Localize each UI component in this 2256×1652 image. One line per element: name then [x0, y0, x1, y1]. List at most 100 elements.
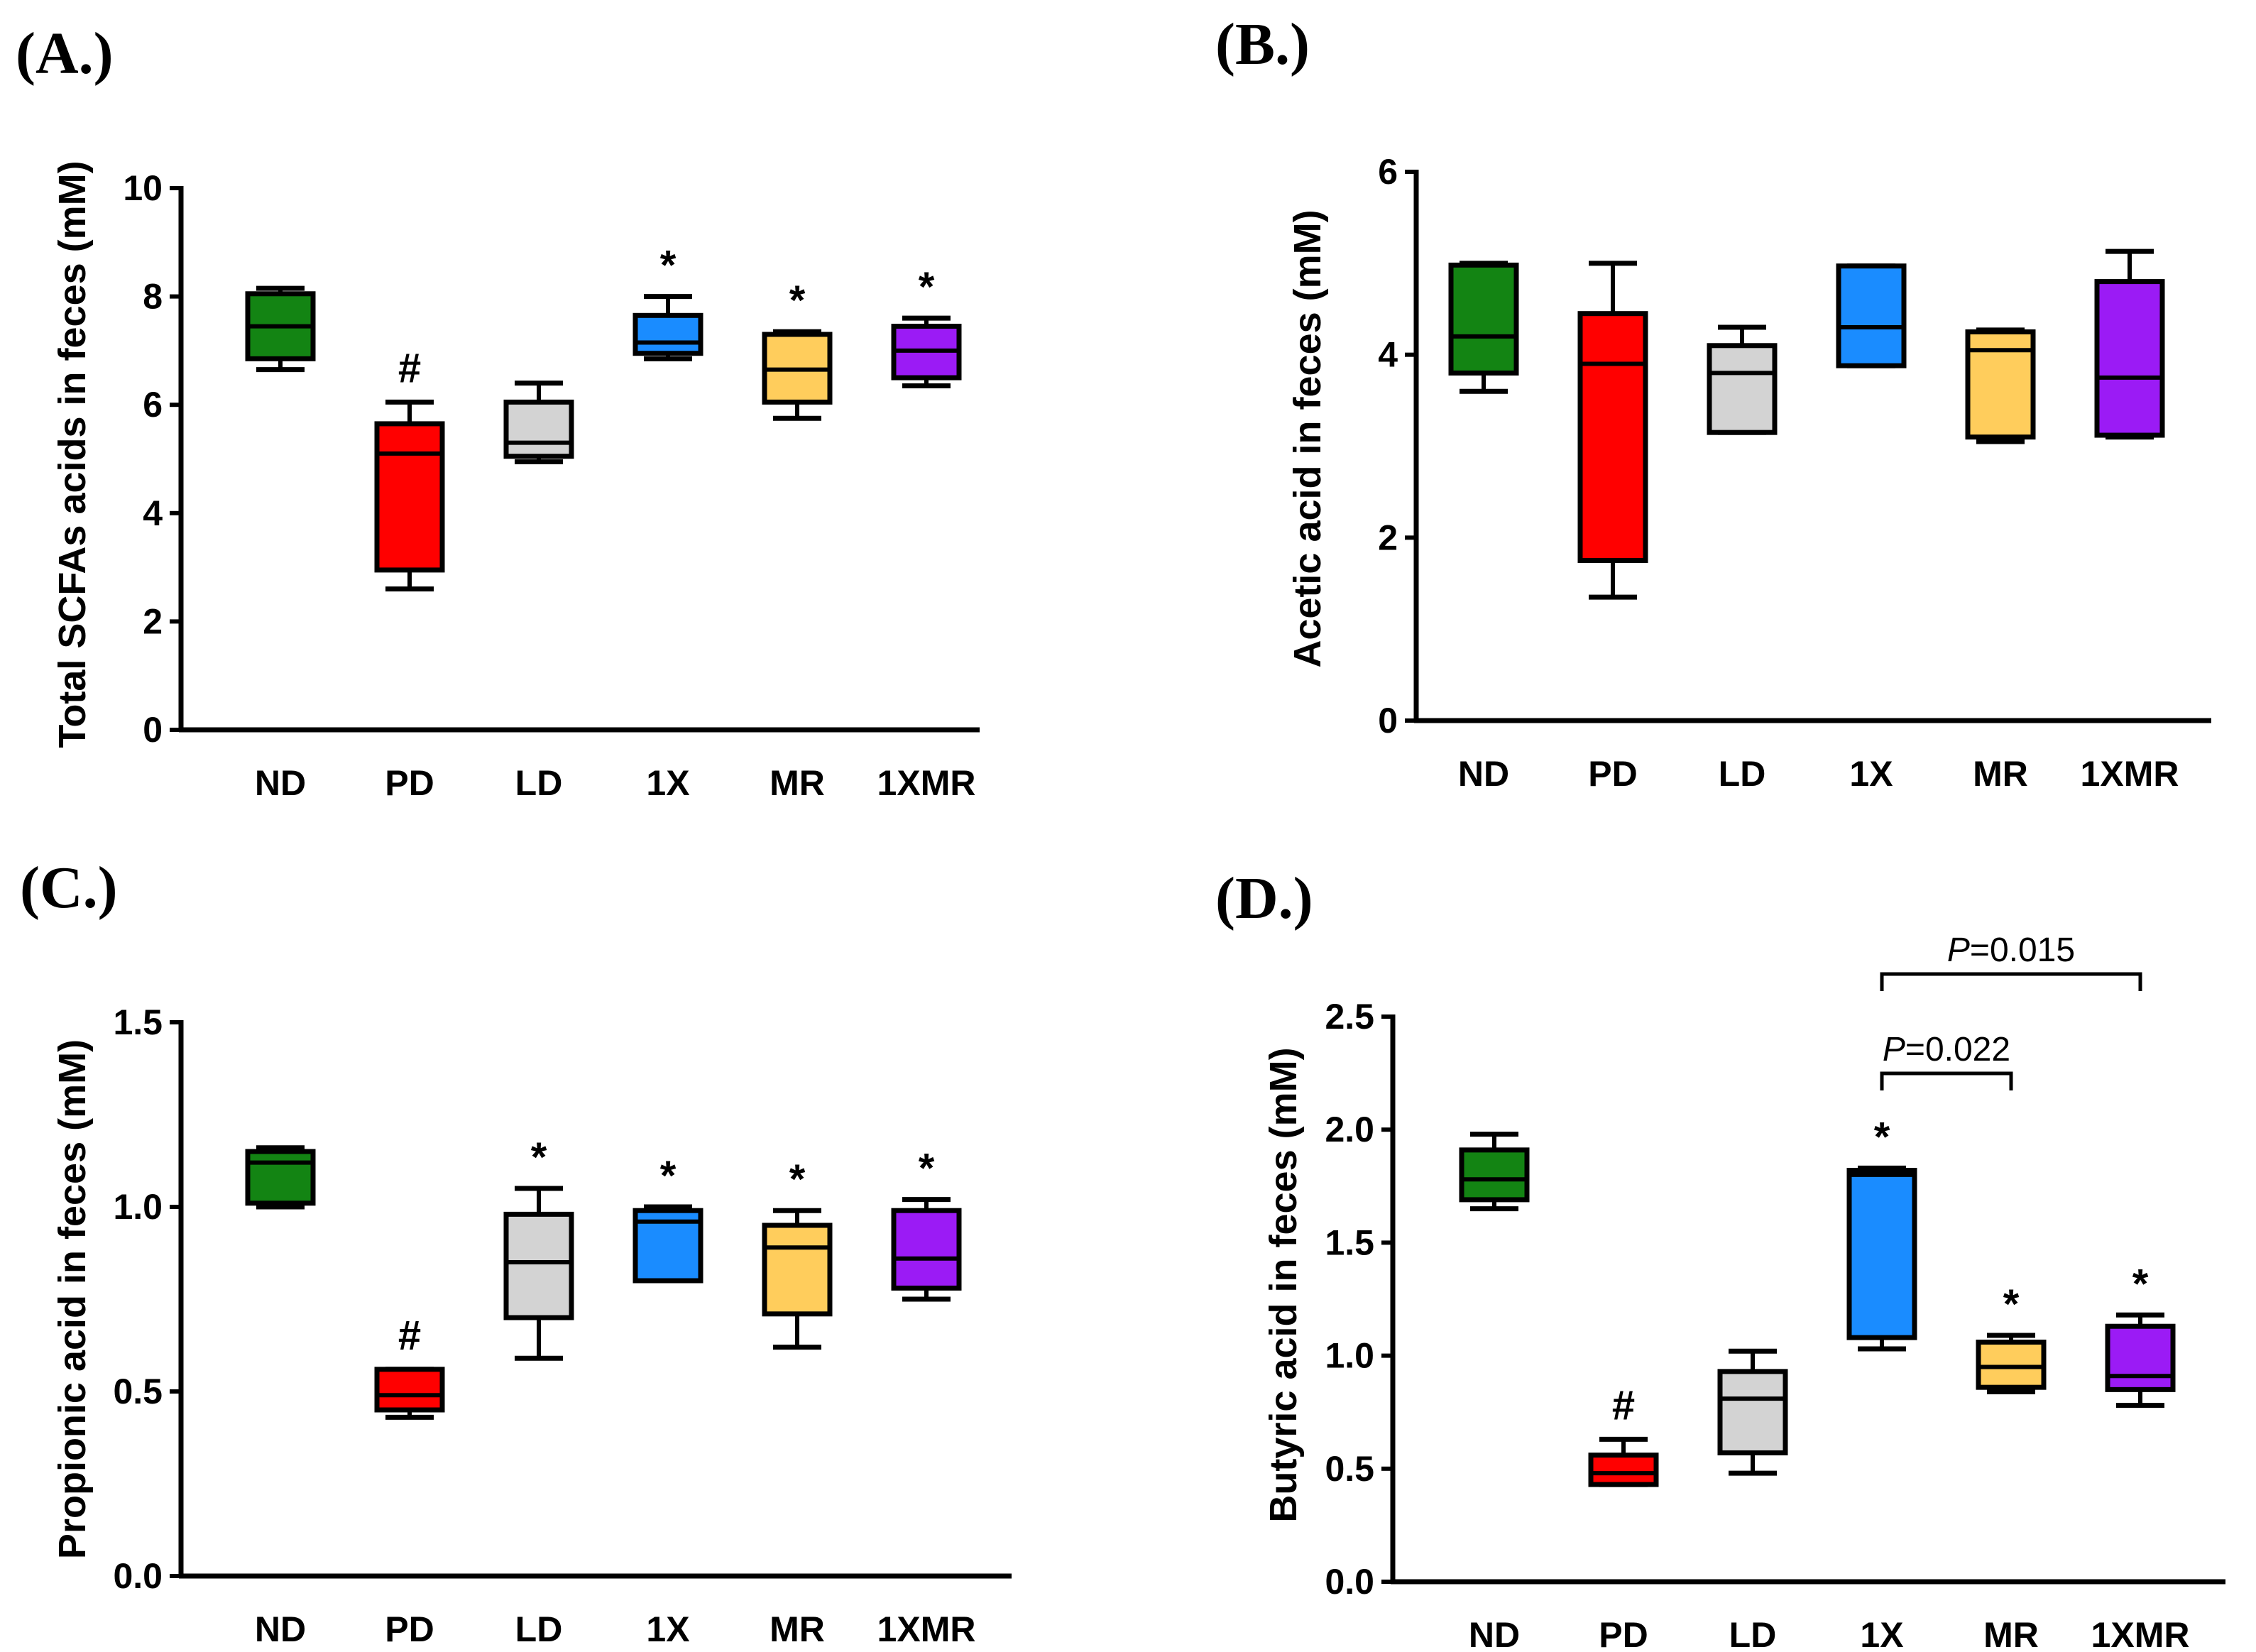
iqr-box [1577, 311, 1648, 564]
iqr-box [1448, 262, 1519, 376]
y-tick-label-b: 4 [1378, 335, 1398, 375]
significance-star: * [919, 1146, 935, 1192]
x-tick-label-a: 1X [646, 763, 689, 803]
boxes-a: # * * * [245, 243, 962, 592]
x-axis-labels-c: ND PD LD 1X MR 1XMR [255, 1609, 976, 1649]
p-value-label: P=0.022 [1883, 1031, 2010, 1068]
box-b-ld [1707, 324, 1778, 435]
box-c-1xmr: * [891, 1146, 962, 1302]
y-tick-label-c: 1.5 [113, 1002, 163, 1042]
y-tick-label-a: 8 [143, 277, 163, 317]
significance-star: * [1874, 1114, 1890, 1160]
significance-star: * [660, 243, 677, 289]
y-tick-label-d: 1.5 [1325, 1222, 1374, 1262]
x-tick-label-c: MR [770, 1609, 825, 1649]
comparison-bracket: P=0.015 [1880, 931, 2142, 991]
box-d-ld [1717, 1348, 1788, 1476]
y-tick-label-b: 2 [1378, 518, 1398, 557]
iqr-box [374, 1367, 445, 1413]
box-d-1x: * [1846, 1114, 1917, 1352]
significance-star: * [531, 1134, 547, 1181]
box-d-nd [1459, 1132, 1530, 1212]
x-tick-label-b: ND [1458, 754, 1509, 794]
x-tick-label-d: MR [1983, 1615, 2039, 1652]
significance-star: * [789, 1156, 806, 1203]
iqr-box [1836, 263, 1907, 368]
significance-hash: # [398, 1313, 421, 1359]
x-tick-label-d: 1X [1860, 1615, 1903, 1652]
axes-c [178, 1020, 1012, 1579]
box-a-ld [503, 381, 574, 464]
significance-star: * [2003, 1281, 2020, 1328]
significance-star: * [2132, 1261, 2149, 1307]
panel-b: (B.) Acetic acid in feces (mM) 0 2 4 6 ND PD… [1215, 11, 2211, 794]
box-c-nd [245, 1145, 316, 1210]
y-axis-ticks-b: 0 2 4 6 [1378, 152, 1416, 740]
y-axis-ticks-c: 0.0 0.5 1.0 1.5 [113, 1002, 181, 1596]
x-tick-label-a: 1XMR [877, 763, 976, 803]
box-c-mr: * [762, 1156, 833, 1350]
iqr-box [2105, 1323, 2176, 1392]
box-c-ld: * [503, 1134, 574, 1361]
x-tick-label-b: PD [1588, 754, 1637, 794]
y-tick-label-a: 2 [143, 601, 163, 641]
y-tick-label-d: 0.0 [1325, 1562, 1374, 1602]
y-axis-ticks-d: 0.0 0.5 1.0 1.5 2.0 2.5 [1325, 997, 1393, 1602]
panel-label-b: (B.) [1215, 11, 1310, 77]
bracket-line [1880, 972, 2142, 991]
y-tick-label-d: 1.0 [1325, 1336, 1374, 1376]
box-d-pd: # [1588, 1382, 1659, 1487]
iqr-box [1588, 1453, 1659, 1487]
p-value-number: =0.022 [1905, 1031, 2010, 1068]
box-a-1x: * [633, 243, 703, 361]
box-a-pd: # [374, 345, 445, 592]
y-tick-label-c: 0.0 [113, 1556, 163, 1596]
iqr-box [1965, 329, 2036, 440]
x-tick-label-d: ND [1469, 1615, 1520, 1652]
box-a-mr: * [762, 278, 833, 421]
x-axis-labels-a: ND PD LD 1X MR 1XMR [255, 763, 976, 803]
y-tick-label-c: 0.5 [113, 1372, 163, 1411]
x-axis-labels-b: ND PD LD 1X MR 1XMR [1458, 754, 2179, 794]
x-tick-label-a: LD [515, 763, 563, 803]
panel-label-a: (A.) [16, 21, 114, 87]
box-a-1xmr: * [891, 264, 962, 388]
y-tick-label-b: 6 [1378, 152, 1398, 192]
panel-label-c: (C.) [20, 855, 118, 921]
x-tick-label-a: MR [770, 763, 825, 803]
p-value-prefix: P [1947, 931, 1970, 969]
iqr-box [1976, 1339, 2047, 1390]
y-tick-label-b: 0 [1378, 701, 1398, 740]
y-tick-label-a: 6 [143, 385, 163, 425]
iqr-box [374, 421, 445, 573]
x-tick-label-b: MR [1973, 754, 2028, 794]
box-d-mr: * [1976, 1281, 2047, 1395]
iqr-box [762, 1222, 833, 1317]
x-tick-label-d: 1XMR [2091, 1615, 2190, 1652]
iqr-box [891, 1208, 962, 1291]
x-tick-label-b: LD [1719, 754, 1766, 794]
panel-c: (C.) Propionic acid in feces (mM) 0.0 0.5… [20, 855, 1012, 1649]
iqr-box [245, 1149, 316, 1206]
panel-label-d: (D.) [1215, 865, 1313, 931]
box-a-nd [245, 285, 316, 373]
y-tick-label-a: 4 [143, 493, 163, 533]
significance-hash: # [1612, 1382, 1635, 1428]
x-tick-label-c: ND [255, 1609, 306, 1649]
y-tick-label-c: 1.0 [113, 1187, 163, 1227]
box-c-1x: * [633, 1153, 703, 1284]
y-tick-label-d: 2.5 [1325, 997, 1374, 1036]
y-tick-label-d: 2.0 [1325, 1110, 1374, 1149]
boxes-d: # * * * [1459, 1114, 2176, 1487]
x-tick-label-c: 1XMR [877, 1609, 976, 1649]
panel-a: (A.) Total SCFAs acids in feces (mM) 0 2 4… [16, 21, 980, 803]
iqr-box [503, 399, 574, 459]
x-tick-label-b: 1X [1849, 754, 1893, 794]
x-axis-labels-d: ND PD LD 1X MR 1XMR [1469, 1615, 2190, 1652]
boxes-c: # * * * * [245, 1134, 962, 1420]
x-tick-label-a: ND [255, 763, 306, 803]
panel-d: (D.) Butyric acid in feces (mM) 0.0 0.5 1.… [1215, 865, 2225, 1652]
x-tick-label-c: PD [385, 1609, 434, 1649]
x-tick-label-b: 1XMR [2081, 754, 2179, 794]
